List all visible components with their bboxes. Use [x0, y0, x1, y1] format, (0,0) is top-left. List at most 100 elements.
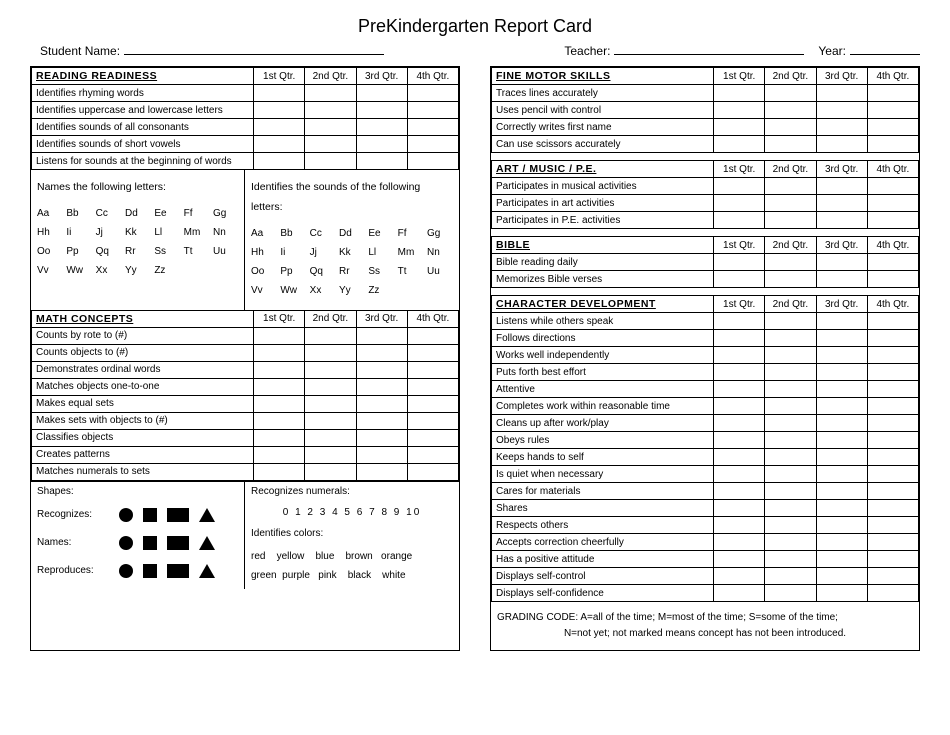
- triangle-icon: [199, 536, 215, 550]
- table-row: Accepts correction cheerfully: [492, 534, 714, 551]
- grading-line-2: N=not yet; not marked means concept has …: [497, 626, 913, 642]
- section-title: ART / MUSIC / P.E.: [492, 161, 714, 178]
- letter-cell: Tt: [398, 262, 422, 281]
- letter-cell: Ll: [368, 243, 392, 262]
- student-name-line[interactable]: [124, 43, 384, 55]
- table-row: Participates in art activities: [492, 195, 714, 212]
- letter-cell: Rr: [339, 262, 363, 281]
- letter-cell: Xx: [96, 261, 120, 280]
- rectangle-icon: [167, 508, 189, 522]
- letter-cell: Hh: [251, 243, 275, 262]
- letter-cell: Ss: [368, 262, 392, 281]
- letter-cell: Yy: [125, 261, 149, 280]
- circle-icon: [119, 564, 133, 578]
- year-line[interactable]: [850, 43, 920, 55]
- math-title: MATH CONCEPTS: [32, 310, 254, 327]
- qtr-2: 2nd Qtr.: [305, 68, 356, 85]
- letter-cell: Ii: [280, 243, 304, 262]
- table-row: Makes sets with objects to (#): [32, 412, 254, 429]
- letter-cell: Jj: [96, 223, 120, 242]
- shapes-row: Reproduces:: [31, 557, 244, 585]
- reading-table: READING READINESS 1st Qtr. 2nd Qtr. 3rd …: [31, 67, 459, 170]
- header-fields: Student Name: Teacher: Year:: [30, 43, 920, 58]
- table-row: Cares for materials: [492, 483, 714, 500]
- letter-cell: Rr: [125, 242, 149, 261]
- shapes-numerals: Shapes: Recognizes:Names:Reproduces: Rec…: [31, 481, 459, 589]
- shapes-title: Shapes:: [31, 482, 244, 501]
- math-table: MATH CONCEPTS 1st Qtr. 2nd Qtr. 3rd Qtr.…: [31, 310, 459, 481]
- table-row: Shares: [492, 500, 714, 517]
- letter-cell: Cc: [96, 204, 120, 223]
- letter-cell: Mm: [398, 243, 422, 262]
- letter-cell: [398, 281, 422, 300]
- letter-cell: Ee: [154, 204, 178, 223]
- letter-cell: Bb: [280, 224, 304, 243]
- letter-cell: Aa: [37, 204, 61, 223]
- table-row: Has a positive attitude: [492, 551, 714, 568]
- letter-cell: Pp: [66, 242, 90, 261]
- table-row: Listens for sounds at the beginning of w…: [32, 153, 254, 170]
- sounds-letters-title: Identifies the sounds of the following l…: [251, 178, 453, 218]
- shapes-row: Recognizes:: [31, 501, 244, 529]
- letter-cell: Xx: [310, 281, 334, 300]
- student-name-label: Student Name:: [40, 44, 120, 58]
- table-row: Creates patterns: [32, 446, 254, 463]
- letter-cell: Vv: [37, 261, 61, 280]
- letter-cell: Oo: [37, 242, 61, 261]
- letter-cell: Kk: [339, 243, 363, 262]
- circle-icon: [119, 508, 133, 522]
- letter-cell: Aa: [251, 224, 275, 243]
- letter-cell: Tt: [184, 242, 208, 261]
- letter-cell: Kk: [125, 223, 149, 242]
- table-row: Puts forth best effort: [492, 364, 714, 381]
- qtr-3: 3rd Qtr.: [356, 68, 407, 85]
- teacher-line[interactable]: [614, 43, 804, 55]
- page-title: PreKindergarten Report Card: [30, 16, 920, 37]
- letter-cell: Ff: [398, 224, 422, 243]
- letter-cell: Oo: [251, 262, 275, 281]
- square-icon: [143, 508, 157, 522]
- table-row: Counts by rote to (#): [32, 327, 254, 344]
- table-row: Participates in P.E. activities: [492, 212, 714, 229]
- shapes-row: Names:: [31, 529, 244, 557]
- table-row: Classifies objects: [32, 429, 254, 446]
- grading-code: GRADING CODE: A=all of the time; M=most …: [491, 602, 919, 650]
- letter-cell: Ii: [66, 223, 90, 242]
- table-row: Memorizes Bible verses: [492, 271, 714, 288]
- table-row: Counts objects to (#): [32, 344, 254, 361]
- table-row: Participates in musical activities: [492, 178, 714, 195]
- letter-cell: Mm: [184, 223, 208, 242]
- table-row: Matches objects one-to-one: [32, 378, 254, 395]
- table-row: Attentive: [492, 381, 714, 398]
- letter-cell: [184, 261, 208, 280]
- letter-cell: Ss: [154, 242, 178, 261]
- section-title: FINE MOTOR SKILLS: [492, 68, 714, 85]
- table-row: Makes equal sets: [32, 395, 254, 412]
- left-column: READING READINESS 1st Qtr. 2nd Qtr. 3rd …: [30, 66, 460, 651]
- letter-cell: Pp: [280, 262, 304, 281]
- table-row: Listens while others speak: [492, 313, 714, 330]
- table-row: Follows directions: [492, 330, 714, 347]
- triangle-icon: [199, 564, 215, 578]
- table-row: Works well independently: [492, 347, 714, 364]
- letters-block: Names the following letters: AaBbCcDdEeF…: [31, 170, 459, 310]
- letter-cell: Ff: [184, 204, 208, 223]
- rectangle-icon: [167, 536, 189, 550]
- letter-cell: Gg: [427, 224, 451, 243]
- letter-cell: Jj: [310, 243, 334, 262]
- letter-cell: [213, 261, 237, 280]
- reading-title: READING READINESS: [32, 68, 254, 85]
- section-title: BIBLE: [492, 237, 714, 254]
- letter-cell: Uu: [213, 242, 237, 261]
- letter-cell: Gg: [213, 204, 237, 223]
- table-row: Matches numerals to sets: [32, 463, 254, 480]
- table-row: Displays self-control: [492, 568, 714, 585]
- letter-cell: Zz: [154, 261, 178, 280]
- table-row: Identifies uppercase and lowercase lette…: [32, 102, 254, 119]
- numerals-title: Recognizes numerals:: [245, 482, 459, 501]
- letter-cell: Nn: [427, 243, 451, 262]
- right-table: FINE MOTOR SKILLS1st Qtr.2nd Qtr.3rd Qtr…: [491, 67, 919, 602]
- letter-cell: Zz: [368, 281, 392, 300]
- qtr-1: 1st Qtr.: [254, 68, 305, 85]
- table-row: Demonstrates ordinal words: [32, 361, 254, 378]
